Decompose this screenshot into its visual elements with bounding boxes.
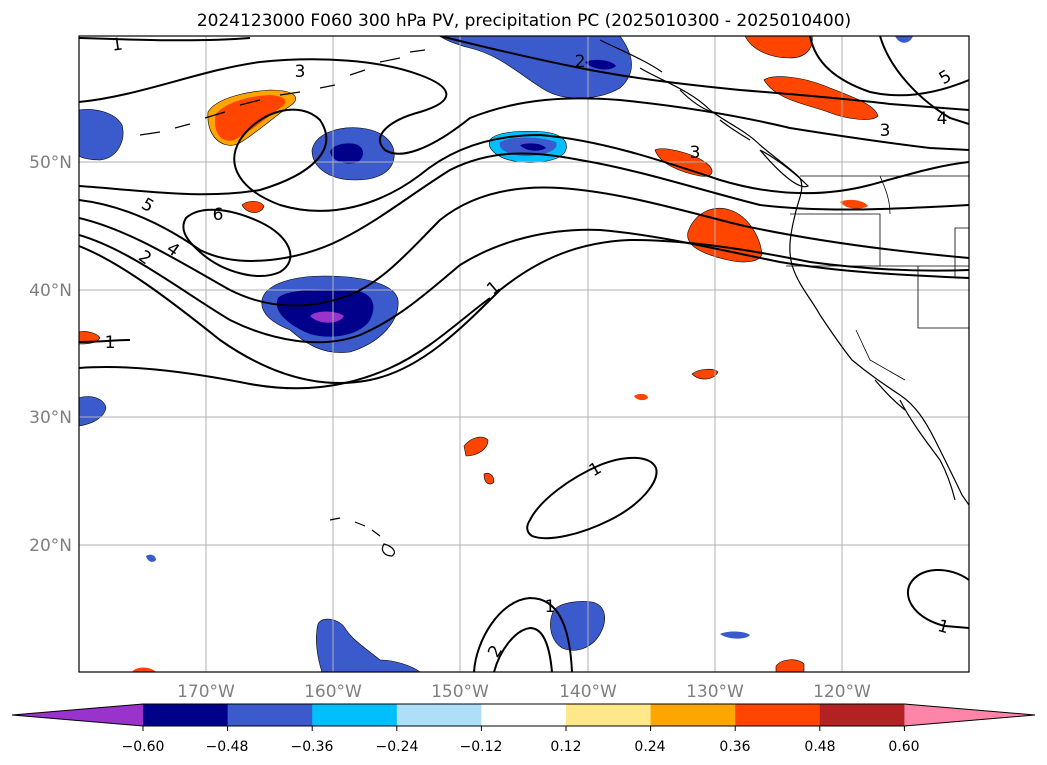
colorbar-cell [143,704,229,726]
colorbar-tick-labels: −0.60 −0.48 −0.36 −0.24 −0.12 0.12 0.24 … [122,739,920,755]
blob-small-positive [79,199,868,672]
vancouver-island [759,149,810,188]
baja-peninsula [874,379,956,501]
pv-contour-2-west [79,228,969,344]
blob-gulf-alaska [439,36,632,99]
contour-label: 3 [295,62,306,82]
lon-label: 140°W [559,682,617,702]
precip-positive-areas [79,36,879,672]
colorbar-cell [819,704,905,726]
political-borders [786,175,969,381]
contour-label: 3 [880,121,891,141]
colorbar-cell [735,704,821,726]
pv-contour-3-north [79,58,969,155]
contour-label: 2 [575,52,586,72]
contour-label: 1 [111,34,125,55]
colorbar-cell [566,704,652,726]
contour-label: 1 [105,333,116,353]
colorbar-tick-label: 0.36 [719,739,750,755]
colorbar: −0.60 −0.48 −0.36 −0.24 −0.12 0.12 0.24 … [11,703,1036,755]
lon-label: 160°W [304,682,362,702]
colorbar-tick-label: −0.36 [291,739,334,755]
pv-contour-1-closed-25n [526,456,658,540]
latitude-labels: 50°N 40°N 30°N 20°N [29,153,72,556]
colorbar-cell [650,704,736,726]
colorbar-tick-label: −0.24 [376,739,419,755]
blob-small-south [146,36,913,639]
map-frame [78,35,970,673]
colorbar-tick-label: 0.48 [804,739,835,755]
blob-160w-10n [316,618,421,672]
colorbar-cell [396,704,482,726]
pv-contour-5-west [79,152,969,262]
map-panel: 1 3 2 5 4 3 3 5 6 4 2 1 1 1 1 2 1 [78,34,970,673]
pv-contour-1-se [907,568,969,629]
pv-contour-1-north [79,37,251,42]
contour-label: 3 [690,143,701,163]
map-title: 2024123000 F060 300 hPa PV, precipitatio… [197,11,851,31]
colorbar-tick-label: 0.24 [634,739,665,755]
blob-140w-12n [550,601,605,651]
colorbar-tick-label: −0.48 [206,739,249,755]
lon-label: 120°W [813,682,871,702]
colorbar-extend-max [904,704,1035,726]
aleutian-islands [139,49,426,136]
pv-contour-6-closed [182,208,292,277]
blob-165w-53n [207,89,296,146]
pv-contour-4-west [79,186,969,307]
contour-label: 1 [545,597,556,617]
pv-contours [79,36,969,672]
coastlines [139,39,969,557]
colorbar-cell [481,704,567,726]
colorbar-tick-label: −0.12 [460,739,503,755]
graticule [79,36,969,672]
pv-contour-3-gulf [79,108,969,212]
lat-label: 20°N [29,536,72,556]
colorbar-cell [227,704,313,726]
colorbar-tick-label: 0.60 [888,739,919,755]
pv-contour-1-closed-10n [473,596,573,672]
lon-label: 170°W [177,682,235,702]
blob-gulf-east [654,148,713,177]
pv-contour-2-north [439,36,969,111]
north-america-coast [639,67,969,506]
colorbar-tick-label: 0.12 [550,739,581,755]
pv-contour-2-closed-10n [493,626,553,672]
lat-label: 50°N [29,153,72,173]
contour-label: 6 [213,205,224,225]
contour-label: 4 [937,109,948,129]
pv-contour-5-ne [809,36,969,97]
colorbar-cell [312,704,398,726]
lat-label: 30°N [29,408,72,428]
hawaii-islands [329,517,396,557]
pv-contour-1-south [79,297,491,390]
lon-label: 130°W [686,682,744,702]
pv-contour-1-dateline [79,339,131,343]
blob-dateline-30n [79,396,107,427]
lon-label: 150°W [431,682,489,702]
colorbar-extend-min [12,704,143,726]
pv-contour-1-west [79,238,969,384]
contour-label: 1 [935,616,951,638]
blob-bc-coast [763,76,879,120]
pv-contour-4-ne [879,36,969,125]
colorbar-tick-label: −0.60 [122,739,165,755]
lat-label: 40°N [29,281,72,301]
blob-dateline-north [79,109,124,161]
longitude-labels: 170°W 160°W 150°W 140°W 130°W 120°W [177,682,871,702]
